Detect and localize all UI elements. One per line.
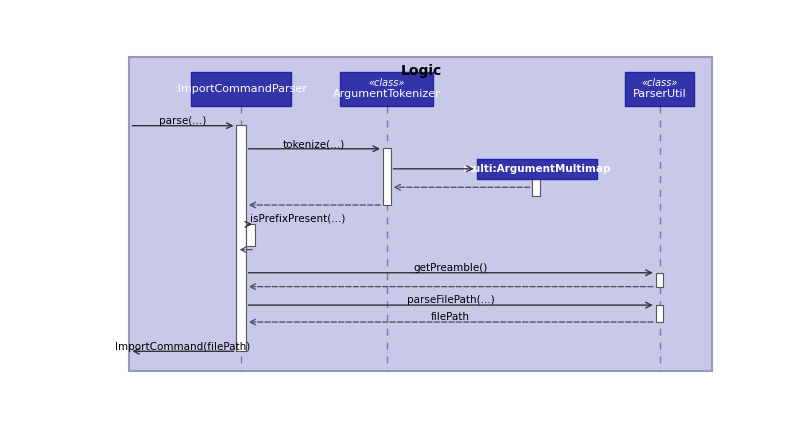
Bar xyxy=(477,159,597,179)
Bar xyxy=(237,125,246,351)
Text: ArgumentTokenizer: ArgumentTokenizer xyxy=(333,90,441,99)
Text: multi:ArgumentMultimap: multi:ArgumentMultimap xyxy=(462,164,610,174)
Bar xyxy=(383,148,390,205)
Bar xyxy=(191,72,290,106)
Text: getPreamble(): getPreamble() xyxy=(414,263,488,273)
Bar xyxy=(340,72,434,106)
Text: Logic: Logic xyxy=(401,64,442,78)
Text: parseFilePath(...): parseFilePath(...) xyxy=(407,295,494,306)
Text: ImportCommand(filePath): ImportCommand(filePath) xyxy=(115,342,250,351)
Bar xyxy=(246,224,255,246)
Text: isPrefixPresent(...): isPrefixPresent(...) xyxy=(250,214,345,224)
Text: ParserUtil: ParserUtil xyxy=(633,90,686,99)
Text: «class»: «class» xyxy=(642,78,678,88)
Bar xyxy=(533,179,540,196)
Text: parse(...): parse(...) xyxy=(159,116,206,126)
Bar xyxy=(656,273,663,286)
Bar xyxy=(625,72,694,106)
Text: filePath: filePath xyxy=(431,312,470,323)
Bar xyxy=(656,305,663,322)
Text: :ImportCommandParser: :ImportCommandParser xyxy=(174,84,307,94)
Text: tokenize(...): tokenize(...) xyxy=(283,139,346,149)
Text: «class»: «class» xyxy=(369,78,405,88)
